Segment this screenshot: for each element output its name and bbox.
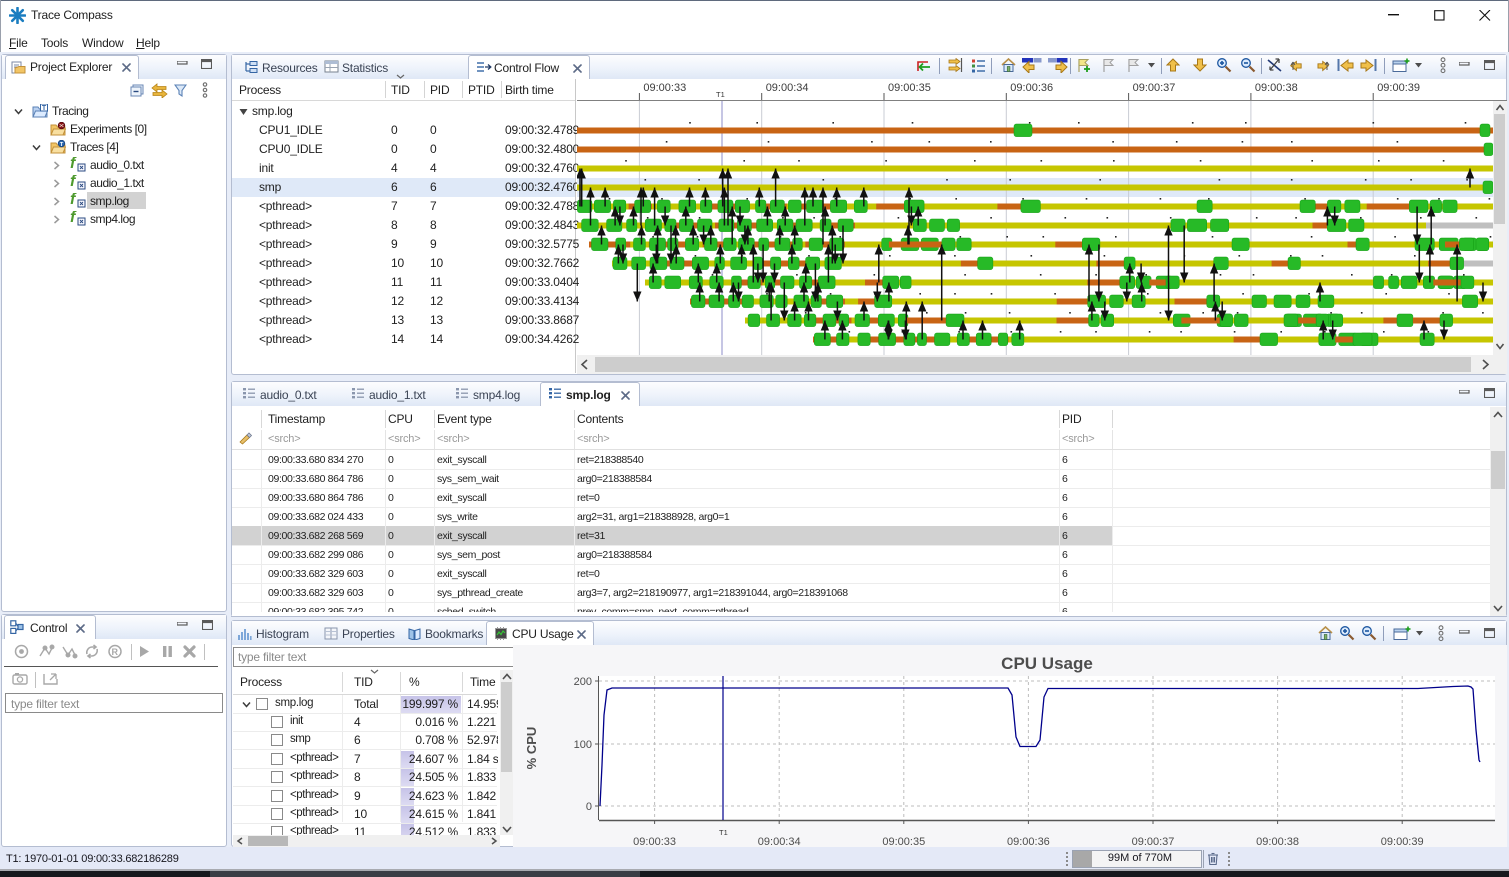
svg-text:09:00:35: 09:00:35 [888, 82, 931, 94]
svg-text:09:00:38: 09:00:38 [1255, 82, 1298, 94]
svg-text:09:00:37: 09:00:37 [1133, 82, 1176, 94]
svg-text:09:00:38: 09:00:38 [1256, 836, 1299, 847]
svg-text:09:00:33: 09:00:33 [633, 836, 676, 847]
svg-text:09:00:39: 09:00:39 [1381, 836, 1424, 847]
svg-text:09:00:37: 09:00:37 [1132, 836, 1175, 847]
svg-text:T1: T1 [719, 828, 728, 837]
svg-text:CPU Usage: CPU Usage [1001, 654, 1093, 673]
svg-text:% CPU: % CPU [524, 727, 539, 770]
svg-text:200: 200 [574, 676, 592, 688]
svg-text:f: f [70, 193, 77, 208]
svg-text:100: 100 [574, 739, 592, 751]
svg-text:T: T [60, 142, 64, 148]
svg-text:f: f [70, 211, 77, 226]
svg-text:09:00:34: 09:00:34 [758, 836, 801, 847]
svg-text:09:00:35: 09:00:35 [882, 836, 925, 847]
svg-text:f: f [70, 157, 77, 172]
svg-text:T1: T1 [716, 90, 725, 99]
svg-text:09:00:33: 09:00:33 [643, 82, 686, 94]
svg-text:09:00:36: 09:00:36 [1007, 836, 1050, 847]
svg-text:R: R [112, 647, 119, 657]
svg-text:09:00:34: 09:00:34 [766, 82, 809, 94]
svg-text:T: T [42, 105, 47, 112]
svg-text:f: f [70, 175, 77, 190]
svg-text:09:00:39: 09:00:39 [1377, 82, 1420, 94]
svg-text:0: 0 [586, 801, 592, 813]
svg-text:09:00:36: 09:00:36 [1010, 82, 1053, 94]
